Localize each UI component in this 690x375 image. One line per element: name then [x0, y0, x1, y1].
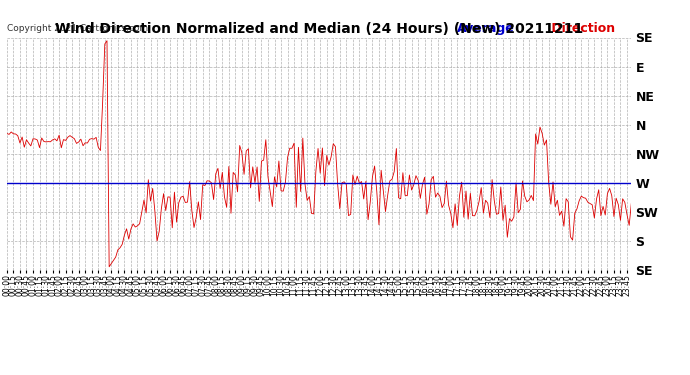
Text: Direction: Direction [547, 22, 615, 35]
Text: Copyright 2021 Cartronics.com: Copyright 2021 Cartronics.com [7, 24, 148, 33]
Title: Wind Direction Normalized and Median (24 Hours) (New) 20211211: Wind Direction Normalized and Median (24… [55, 22, 583, 36]
Text: Average: Average [457, 22, 514, 35]
